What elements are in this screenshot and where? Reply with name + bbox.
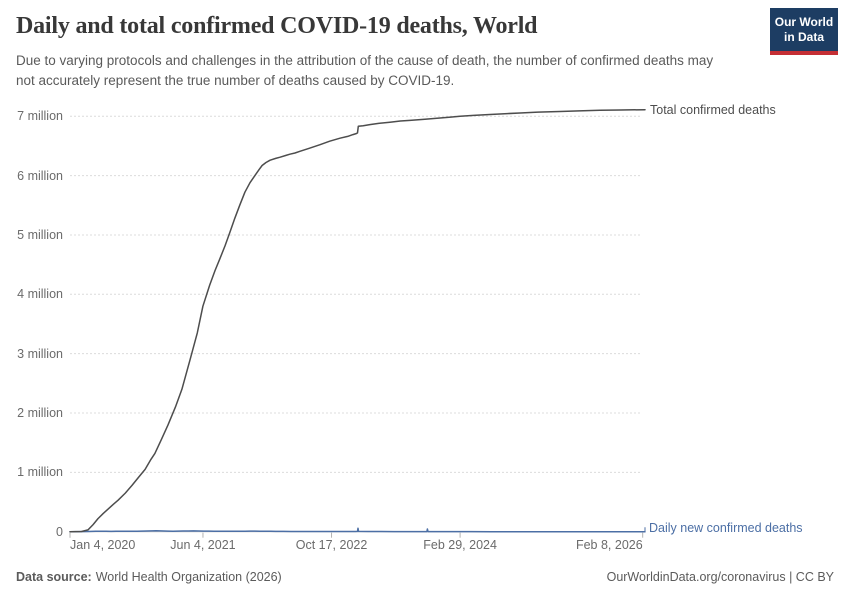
data-source-label: Data source: bbox=[16, 570, 92, 584]
data-source: Data source: World Health Organization (2… bbox=[16, 570, 282, 584]
x-axis-tick-label: Feb 8, 2026 bbox=[575, 538, 643, 552]
y-axis-tick-label: 5 million bbox=[17, 227, 63, 242]
series-label-total-confirmed-deaths: Total confirmed deaths bbox=[650, 102, 776, 117]
page-title: Daily and total confirmed COVID-19 death… bbox=[16, 13, 538, 39]
y-axis-tick-label: 1 million bbox=[17, 465, 63, 480]
chart-footer: Data source: World Health Organization (2… bbox=[16, 570, 834, 584]
y-axis-tick-label: 7 million bbox=[17, 109, 63, 124]
x-axis-tick-label: Jun 4, 2021 bbox=[170, 538, 236, 552]
x-axis-tick-label: Oct 17, 2022 bbox=[295, 538, 368, 552]
y-axis-tick-label: 2 million bbox=[17, 406, 63, 420]
owid-logo: Our World in Data bbox=[770, 8, 838, 55]
chart-subtitle: Due to varying protocols and challenges … bbox=[16, 53, 714, 88]
total-confirmed-deaths-line bbox=[69, 108, 646, 533]
x-axis-tick-label: Jan 4, 2020 bbox=[70, 538, 136, 552]
data-source-value: World Health Organization (2026) bbox=[95, 570, 282, 584]
logo-text-line1: Our World bbox=[774, 15, 834, 29]
logo-text-line2: in Data bbox=[783, 30, 824, 44]
y-axis-tick-label: 0 bbox=[56, 524, 63, 539]
x-axis-tick-label: Feb 29, 2024 bbox=[423, 538, 497, 552]
credit-link[interactable]: OurWorldinData.org/coronavirus | CC BY bbox=[606, 570, 834, 584]
y-axis-tick-label: 6 million bbox=[17, 168, 63, 183]
y-axis-tick-label: 4 million bbox=[17, 287, 63, 302]
y-axis-tick-label: 3 million bbox=[17, 346, 63, 361]
series-label-daily-new-confirmed-deaths: Daily new confirmed deaths bbox=[649, 520, 803, 535]
daily-new-confirmed-deaths-line bbox=[69, 527, 646, 533]
